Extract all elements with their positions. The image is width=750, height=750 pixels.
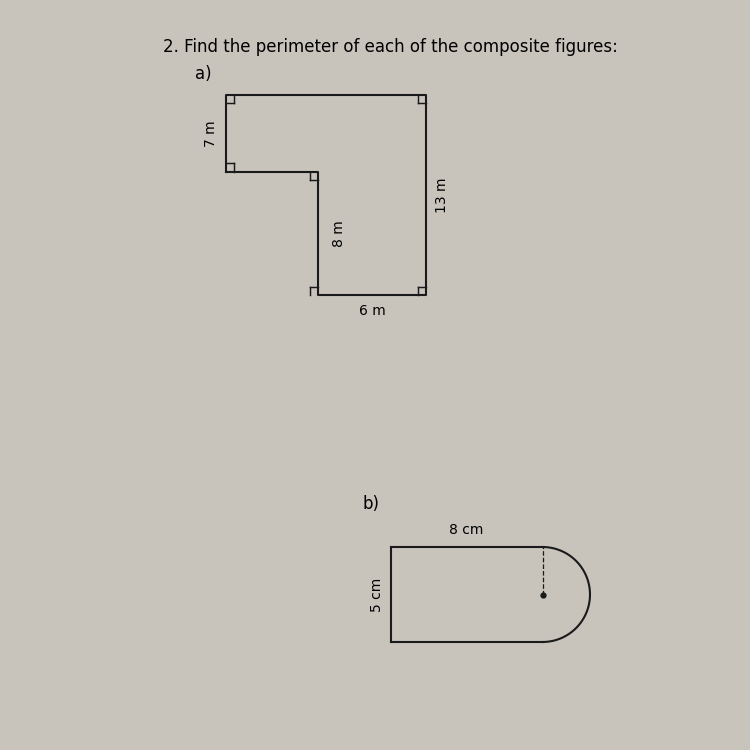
- Text: 8 cm: 8 cm: [449, 524, 484, 538]
- Text: b): b): [362, 495, 379, 513]
- Text: 13 m: 13 m: [435, 177, 448, 213]
- Text: 6 m: 6 m: [359, 304, 386, 317]
- Text: 2. Find the perimeter of each of the composite figures:: 2. Find the perimeter of each of the com…: [163, 38, 617, 56]
- Text: a): a): [195, 65, 211, 83]
- Text: 5 cm: 5 cm: [370, 578, 384, 612]
- Text: 8 m: 8 m: [332, 220, 346, 247]
- Text: 7 m: 7 m: [203, 120, 217, 147]
